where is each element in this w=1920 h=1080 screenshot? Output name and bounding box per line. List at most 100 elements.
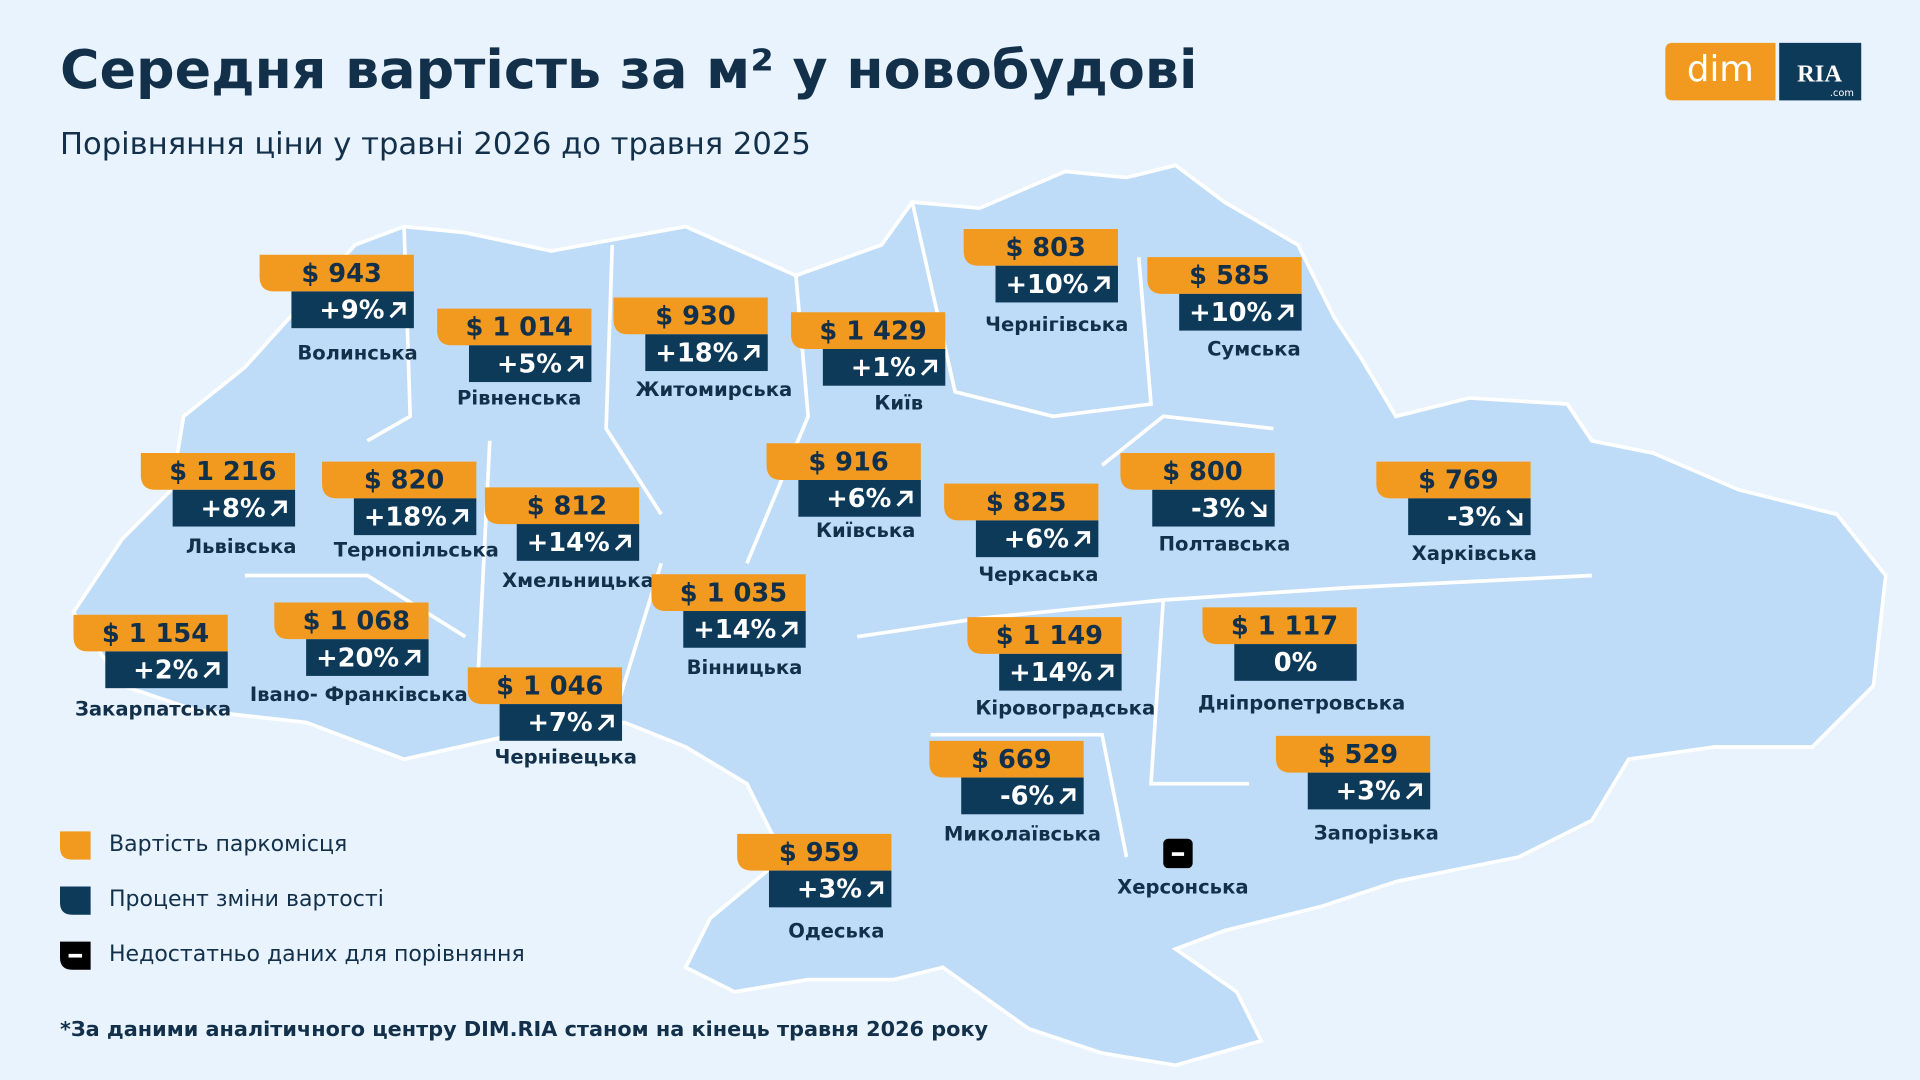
price: $ 825 — [986, 488, 1067, 518]
region-name: Чернігівська — [985, 313, 1128, 336]
price-box — [613, 297, 768, 335]
price-box — [274, 602, 429, 640]
change: +14% — [1009, 658, 1092, 688]
region-name: Волинська — [297, 341, 417, 364]
legend-label: Вартість паркомісця — [109, 832, 347, 857]
logo-ria: RIA — [1797, 61, 1842, 88]
change-box — [975, 520, 1099, 558]
price-box — [737, 833, 892, 871]
change: +10% — [1189, 298, 1272, 328]
price-box — [766, 443, 921, 480]
region-name: Черкаська — [978, 563, 1098, 586]
price-box — [259, 254, 414, 292]
price-box — [967, 617, 1122, 654]
price: $ 585 — [1189, 261, 1270, 291]
change: 0% — [1274, 648, 1318, 678]
change-box — [1234, 644, 1357, 681]
change-box — [353, 498, 477, 536]
trend-arrow — [404, 649, 421, 666]
price: $ 529 — [1318, 740, 1399, 770]
region-name: Київ — [874, 392, 923, 415]
price-box — [467, 667, 623, 705]
trend-arrow — [1097, 664, 1114, 681]
price: $ 1 046 — [496, 671, 603, 701]
price-box — [322, 461, 477, 499]
price: $ 820 — [364, 466, 445, 496]
region-name: Рівненська — [457, 387, 581, 410]
legend-label: Недостатньо даних для порівняння — [109, 942, 525, 967]
price-box — [1120, 453, 1275, 490]
change: +9% — [319, 296, 384, 326]
change-box — [172, 489, 296, 527]
change: -3% — [1447, 502, 1501, 532]
price: $ 1 117 — [1231, 611, 1338, 641]
logo-left-box — [1665, 42, 1776, 101]
trend-arrow — [1074, 531, 1091, 548]
trend-arrow — [1059, 788, 1076, 805]
change-box — [1152, 489, 1275, 527]
change: +10% — [1006, 270, 1089, 300]
price: $ 943 — [301, 259, 382, 289]
trend-arrow — [451, 509, 469, 526]
price-box — [1376, 461, 1531, 499]
region-name: Миколаївська — [944, 823, 1101, 846]
change-box — [999, 653, 1122, 691]
trend-arrow — [896, 490, 913, 507]
price-box — [1275, 735, 1431, 773]
price-box — [73, 614, 228, 652]
region-name: Київська — [816, 519, 915, 542]
price-box — [963, 228, 1118, 266]
change-box — [105, 651, 228, 689]
region-name: Херсонська — [1117, 875, 1248, 898]
price-box — [1147, 257, 1302, 294]
change: +5% — [497, 349, 562, 379]
change-box — [1307, 772, 1431, 810]
region-name: Дніпропетровська — [1198, 692, 1405, 715]
legend-dash — [68, 953, 83, 958]
logo: dim RIA .com — [1665, 42, 1862, 101]
change-box — [468, 345, 592, 383]
change: +18% — [364, 502, 447, 532]
region-name: Тернопільська — [334, 539, 499, 562]
price-box — [437, 308, 592, 346]
trend-arrow — [1405, 783, 1422, 800]
footnote: *За даними аналітичного центру DIM.RIA с… — [60, 1017, 989, 1041]
price-box — [929, 740, 1084, 778]
change-box — [645, 334, 768, 372]
region-name: Чернівецька — [495, 745, 637, 768]
price-box — [944, 483, 1099, 521]
logo-com: .com — [1830, 88, 1854, 99]
price: $ 1 035 — [680, 578, 787, 608]
change-box — [1408, 498, 1531, 536]
region-name: Вінницька — [687, 656, 803, 679]
change-box — [516, 524, 640, 561]
legend-swatch — [60, 831, 91, 860]
price: $ 1 216 — [169, 457, 276, 487]
change: +6% — [826, 484, 891, 514]
trend-arrow — [743, 345, 760, 362]
region-name: Івано- Франківська — [250, 683, 468, 706]
change: +3% — [797, 875, 862, 905]
change: +3% — [1336, 777, 1401, 807]
no-data-dash — [1171, 852, 1185, 856]
price: $ 916 — [808, 447, 889, 477]
change-box — [961, 777, 1084, 815]
region-name: Харківська — [1412, 542, 1537, 565]
price: $ 1 149 — [996, 621, 1103, 651]
change-box — [291, 291, 414, 329]
map-ukraine — [71, 163, 1888, 1068]
trend-arrow — [597, 714, 614, 731]
trend-arrow — [567, 356, 584, 373]
change-box — [995, 265, 1118, 303]
price: $ 1 014 — [466, 313, 573, 343]
region-name: Полтавська — [1159, 532, 1291, 555]
price: $ 959 — [779, 838, 860, 868]
trend-arrow — [781, 621, 798, 638]
trend-arrow — [920, 359, 938, 376]
change: +18% — [655, 338, 738, 368]
legend-swatch — [60, 886, 91, 915]
trend-arrow — [389, 302, 406, 319]
change-box — [798, 480, 921, 517]
